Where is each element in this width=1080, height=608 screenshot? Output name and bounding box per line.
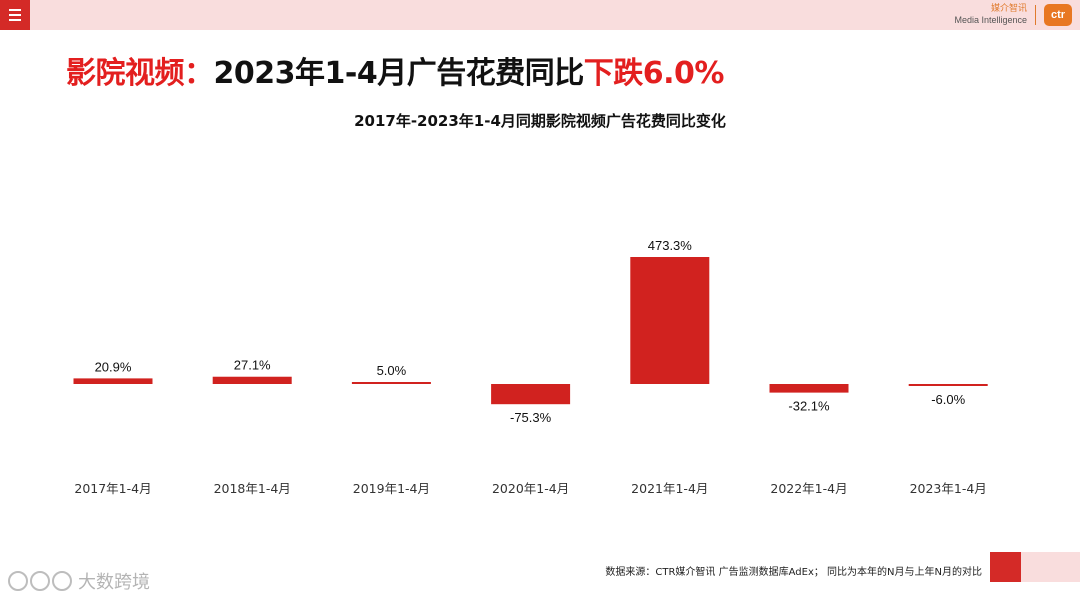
category-label-1: 2018年1-4月 xyxy=(214,481,291,496)
chart-title: 2017年-2023年1-4月同期影院视频广告花费同比变化 xyxy=(354,112,726,130)
category-label-6: 2023年1-4月 xyxy=(910,481,987,496)
data-label-2: 5.0% xyxy=(377,363,407,378)
title-part1: 影院视频： xyxy=(66,56,214,91)
brand-separator xyxy=(1035,5,1036,25)
category-label-4: 2021年1-4月 xyxy=(631,481,708,496)
top-bar xyxy=(0,0,1080,30)
data-label-5: -32.1% xyxy=(788,399,830,414)
category-label-3: 2020年1-4月 xyxy=(492,481,569,496)
category-label-2: 2019年1-4月 xyxy=(353,481,430,496)
footer-accent xyxy=(990,552,1021,582)
menu-icon[interactable] xyxy=(0,0,30,30)
title-part3: 下跌6.0% xyxy=(583,56,725,91)
title-part2: 2023年1-4月广告花费同比 xyxy=(213,56,585,91)
bar-0 xyxy=(73,378,153,384)
bar-1 xyxy=(212,376,292,384)
bar-2 xyxy=(351,382,431,384)
data-label-6: -6.0% xyxy=(931,392,965,407)
watermark: 大数跨境 xyxy=(8,568,150,594)
category-label-5: 2022年1-4月 xyxy=(770,481,847,496)
watermark-text: 大数跨境 xyxy=(78,572,150,593)
brand-logo-area: 媒介智讯 Media Intelligence ctr xyxy=(954,4,1072,26)
data-label-0: 20.9% xyxy=(95,359,132,374)
data-source: 数据来源：CTR媒介智讯 广告监测数据库AdEx； 同比为本年的N月与上年N月的… xyxy=(605,567,982,578)
brand-en: Media Intelligence xyxy=(954,15,1027,25)
watermark-circle-icon xyxy=(30,571,50,591)
bar-6 xyxy=(908,384,988,386)
data-label-3: -75.3% xyxy=(510,410,552,425)
bar-chart: 20.9% 2017年1-4月 27.1% 2018年1-4月 5.0% 2019年1-4… xyxy=(73,238,988,496)
data-label-1: 27.1% xyxy=(234,358,271,373)
data-label-4: 473.3% xyxy=(648,238,693,253)
watermark-circle-icon xyxy=(52,571,72,591)
ctr-logo-icon: ctr xyxy=(1044,4,1072,26)
bar-3 xyxy=(491,384,571,405)
bar-5 xyxy=(769,384,849,393)
page-title: 影院视频：2023年1-4月广告花费同比下跌6.0% xyxy=(66,48,724,92)
bar-4 xyxy=(630,257,710,384)
watermark-circle-icon xyxy=(8,571,28,591)
brand-cn: 媒介智讯 xyxy=(990,4,1027,14)
category-label-0: 2017年1-4月 xyxy=(74,481,151,496)
